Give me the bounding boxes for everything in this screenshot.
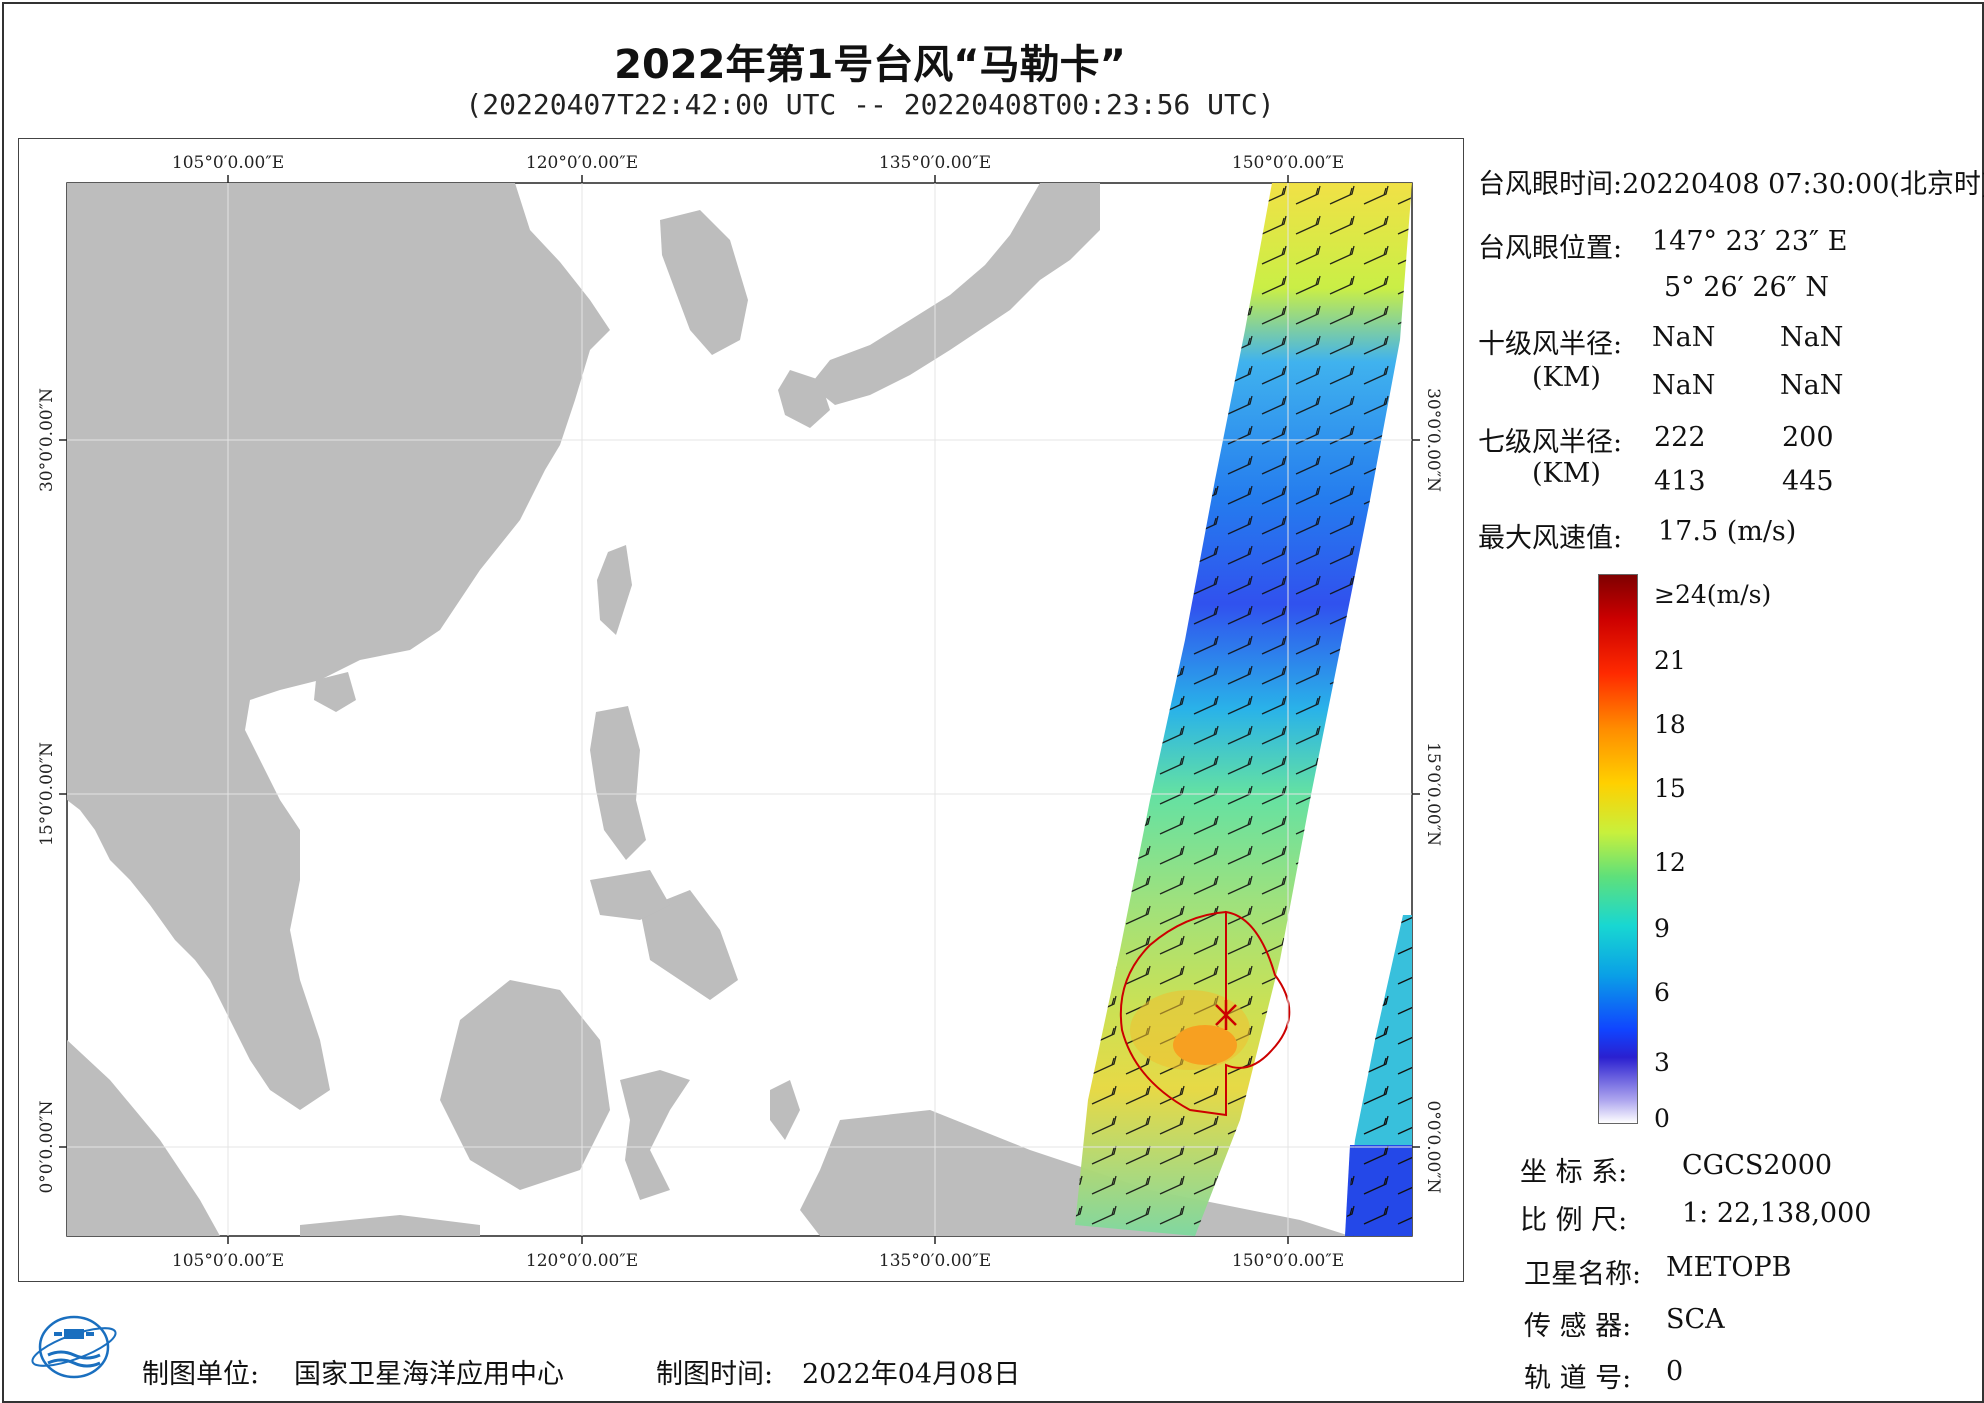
japan-kyushu — [778, 370, 830, 428]
r10-value-ne: NaN — [1652, 322, 1716, 353]
hainan-island — [314, 672, 356, 712]
bottom-lon-label-105: 105°0′0.00″E — [172, 1251, 284, 1271]
top-lon-label-105: 105°0′0.00″E — [172, 153, 284, 173]
scale-value: 1: 22,138,000 — [1682, 1198, 1872, 1229]
bottom-lon-label-150: 150°0′0.00″E — [1232, 1251, 1344, 1271]
r7-unit: (KM) — [1532, 458, 1601, 489]
orbit-label: 轨 道 号: — [1524, 1363, 1632, 1394]
axis-ticks — [59, 175, 1420, 1244]
map-title: 2022年第1号台风“马勒卡” — [614, 42, 1126, 88]
eye-latitude: 5° 26′ 26″ N — [1664, 272, 1829, 303]
max-wind-value: 17.5 (m/s) — [1658, 516, 1797, 547]
crs-value: CGCS2000 — [1682, 1150, 1833, 1181]
borneo-island — [440, 980, 610, 1190]
map-subtitle: (20220407T22:42:00 UTC -- 20220408T00:23… — [465, 88, 1275, 121]
luzon-island — [590, 706, 646, 860]
wind-radius-7-boundary — [1119, 910, 1291, 1117]
date-label: 制图时间: — [656, 1359, 774, 1390]
sensor-value: SCA — [1666, 1304, 1725, 1335]
legend-label-15: 15 — [1654, 774, 1686, 803]
typhoon-center-marker — [1215, 1000, 1237, 1030]
legend-label-12: 12 — [1654, 848, 1686, 877]
wind-speed-colorbar — [1598, 574, 1638, 1124]
legend-label-9: 9 — [1654, 914, 1670, 943]
r10-label: 十级风半径: — [1478, 329, 1623, 360]
new-guinea-island — [800, 1110, 1350, 1236]
mindanao-island — [640, 890, 738, 1000]
eye-time-row: 台风眼时间:20220408 07:30:00(北京时) — [1478, 162, 1984, 201]
top-lon-label-150: 150°0′0.00″E — [1232, 153, 1344, 173]
wind-swath-east-barbs — [1345, 915, 1412, 1236]
japan-honshu — [810, 183, 1100, 405]
r10-value-sw: NaN — [1652, 370, 1716, 401]
r10-value-nw: NaN — [1780, 370, 1844, 401]
left-lat-label-0: 0°0′0.00″N — [37, 1100, 57, 1193]
r7-value-ne: 222 — [1654, 422, 1706, 453]
visayas-islands — [590, 870, 670, 920]
asia-mainland — [67, 183, 610, 1110]
high-wind-halo — [1130, 990, 1250, 1070]
crs-label: 坐 标 系: — [1520, 1157, 1628, 1188]
right-lat-label-0: 0°0′0.00″N — [1423, 1100, 1443, 1193]
r7-value-nw: 445 — [1782, 466, 1834, 497]
java-island — [300, 1215, 480, 1236]
bottom-lon-label-120: 120°0′0.00″E — [526, 1251, 638, 1271]
max-wind-label: 最大风速值: — [1478, 523, 1623, 554]
r7-label: 七级风半径: — [1478, 427, 1623, 458]
legend-label-18: 18 — [1654, 710, 1686, 739]
taiwan-island — [597, 545, 632, 635]
satellite-label: 卫星名称: — [1524, 1259, 1642, 1290]
right-lat-label-15: 15°0′0.00″N — [1423, 742, 1443, 846]
scale-label: 比 例 尺: — [1520, 1205, 1628, 1236]
wind-swath-main-barbs — [1075, 183, 1412, 1236]
left-lat-label-30: 30°0′0.00″N — [37, 388, 57, 492]
producer-value: 国家卫星海洋应用中心 — [294, 1359, 564, 1390]
r10-value-se: NaN — [1780, 322, 1844, 353]
right-lat-label-30: 30°0′0.00″N — [1423, 388, 1443, 492]
date-value: 2022年04月08日 — [802, 1359, 1021, 1390]
producer-label: 制图单位: — [142, 1359, 260, 1390]
nsoas-logo — [31, 1315, 117, 1379]
r10-unit: (KM) — [1532, 362, 1601, 393]
bottom-lon-label-135: 135°0′0.00″E — [879, 1251, 991, 1271]
eye-position-label: 台风眼位置: — [1478, 233, 1623, 264]
eye-time-label: 台风眼时间: — [1478, 169, 1623, 200]
legend-label-3: 3 — [1654, 1048, 1670, 1077]
top-lon-label-135: 135°0′0.00″E — [879, 153, 991, 173]
r7-value-sw: 413 — [1654, 466, 1706, 497]
orbit-value: 0 — [1666, 1356, 1684, 1387]
sensor-label: 传 感 器: — [1524, 1311, 1632, 1342]
legend-label-0: 0 — [1654, 1104, 1670, 1133]
eye-longitude: 147° 23′ 23″ E — [1652, 226, 1848, 257]
eye-time-value: 20220408 07:30:00(北京时) — [1622, 169, 1984, 200]
satellite-value: METOPB — [1666, 1252, 1792, 1283]
left-lat-label-15: 15°0′0.00″N — [37, 742, 57, 846]
sumatra-island — [67, 1040, 220, 1236]
korea-peninsula — [660, 210, 748, 355]
legend-label-6: 6 — [1654, 978, 1670, 1007]
legend-label-24: ≥24(m/s) — [1654, 580, 1772, 609]
sulawesi-island — [620, 1070, 690, 1200]
top-lon-label-120: 120°0′0.00″E — [526, 153, 638, 173]
r7-value-se: 200 — [1782, 422, 1834, 453]
graticule — [67, 183, 1412, 1236]
legend-label-21: 21 — [1654, 646, 1686, 675]
halmahera-island — [770, 1080, 800, 1140]
map-frame — [18, 138, 1464, 1282]
